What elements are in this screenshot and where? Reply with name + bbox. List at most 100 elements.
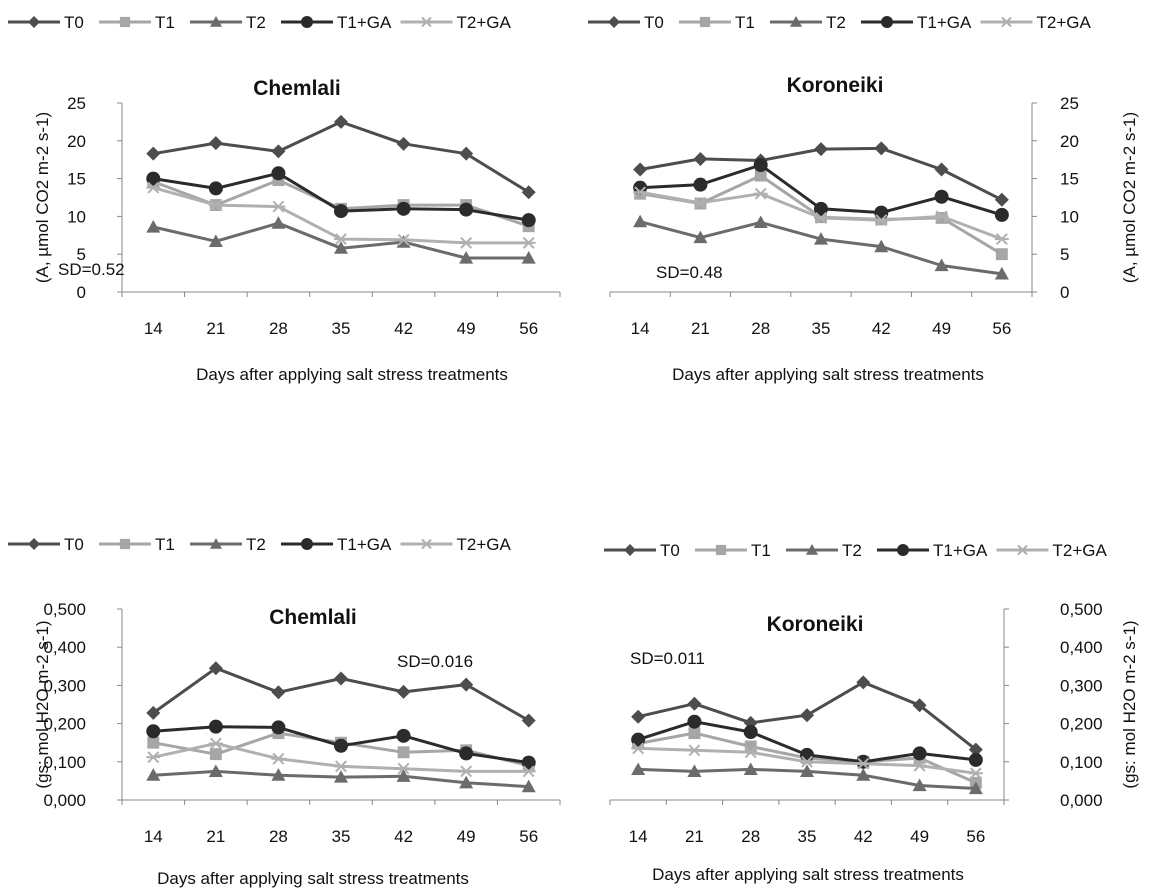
legend-marker [881,16,893,28]
legend-item-t1-plus-ga: T1+GA [281,13,392,32]
data-point [743,725,758,740]
y-tick-label: 0,100 [43,753,86,772]
data-point [995,248,1008,261]
data-point [396,769,411,782]
y-tick-label: 0 [1060,283,1069,302]
data-point [208,661,223,676]
data-point [146,171,161,186]
series-t0 [146,661,536,728]
legend-label: T2+GA [1053,541,1108,560]
legend-label: T1+GA [917,13,972,32]
data-point [521,250,536,264]
x-tick-label: 49 [457,827,476,846]
data-point [688,727,701,740]
series-t1-plus-ga [633,157,1009,222]
data-point [396,684,411,699]
series-line [153,120,530,194]
y-tick-label: 20 [67,132,86,151]
data-point [693,230,708,244]
chart-panel-1: T0 T1 T2 T1+GA T2+GA 0 5 10 15 20 25 14 21 28 35 42 49 56… [8,13,561,384]
legend-label: T0 [64,535,84,554]
data-point [968,742,983,757]
data-point [687,714,702,729]
legend-label: T1+GA [337,13,392,32]
series-t2-plus-ga [146,737,536,778]
legend-label: T1 [735,13,755,32]
chart-panel-3: T0 T1 T2 T1+GA T2+GA 0,000 0,100 0,200 0,300 0,40… [8,535,561,888]
y-axis-label: (gs: mol H2O m-2 s-1) [1120,620,1139,788]
data-point [912,698,927,713]
legend-marker [1016,544,1029,556]
legend-label: T2 [246,535,266,554]
legend-marker [28,538,40,550]
x-tick-label: 14 [631,319,650,338]
x-tick-label: 49 [910,827,929,846]
x-tick-label: 42 [394,319,413,338]
data-point [743,746,758,759]
legend-marker [28,16,40,28]
series-t0 [633,141,1009,207]
x-tick-label: 14 [629,827,648,846]
y-tick-label: 0,000 [43,791,86,810]
data-point [912,759,927,772]
x-tick-label: 21 [685,827,704,846]
data-point [693,196,708,209]
data-point [396,762,411,775]
data-point [968,781,983,795]
x-tick-label: 42 [872,319,891,338]
y-tick-label: 0,300 [1060,676,1103,695]
y-tick-label: 0 [77,283,86,302]
legend-item-t1: T1 [695,541,771,560]
legend-label: T2 [246,13,266,32]
data-point [521,236,536,249]
y-tick-label: 25 [1060,94,1079,113]
data-point [814,211,828,224]
legend-item-t2-plus-ga: T2+GA [400,13,512,32]
legend-label: T2+GA [457,535,512,554]
data-point [459,146,474,161]
data-point [334,114,348,129]
x-tick-label: 21 [206,827,225,846]
legend-label: T2+GA [457,13,512,32]
series-t0 [631,675,983,757]
data-point [208,719,223,734]
data-point [271,166,286,181]
data-point [334,770,348,783]
legend-item-t2-plus-ga: T2+GA [400,535,512,554]
legend-item-t2-plus-ga: T2+GA [996,541,1108,560]
x-axis-label: Days after applying salt stress treatmen… [157,869,469,888]
data-point [397,746,410,759]
chart-panel-4: T0 T1 T2 T1+GA T2+GA 0,000 0,100 0,200 0,300 0,40… [604,541,1139,884]
legend-marker [420,538,433,550]
data-point [271,685,286,700]
legend-marker [1000,16,1013,28]
data-point [874,239,889,253]
y-tick-label: 0,200 [43,715,86,734]
data-point [800,708,814,723]
legend-marker [210,538,222,549]
data-point [633,180,648,195]
data-point [994,266,1009,280]
legend: T0 T1 T2 T1+GA T2+GA [588,13,1091,32]
legend-item-t0: T0 [8,13,84,32]
data-point [396,201,411,216]
data-point [687,764,702,777]
sd-annotation: SD=0.52 [58,260,125,279]
x-tick-label: 56 [992,319,1011,338]
data-point [208,234,223,247]
data-point [934,189,949,204]
y-axis-label: (A, µmol CO2 m-2 s-1) [1120,112,1139,283]
data-point [459,236,474,249]
legend-marker [210,16,222,27]
legend-label: T2 [842,541,862,560]
x-axis-label: Days after applying salt stress treatmen… [672,365,984,384]
legend-marker [608,16,620,28]
y-tick-label: 0,300 [43,676,86,695]
legend-marker [119,16,131,28]
data-point [994,233,1009,246]
y-tick-label: 0,100 [1060,753,1103,772]
legend-label: T0 [644,13,664,32]
chart-panel-2: T0 T1 T2 T1+GA T2+GA 0 5 10 15 20 25 14 21 28 35 42 49 56… [588,13,1139,384]
series-t1-plus-ga [146,166,536,228]
legend-marker [806,544,818,555]
